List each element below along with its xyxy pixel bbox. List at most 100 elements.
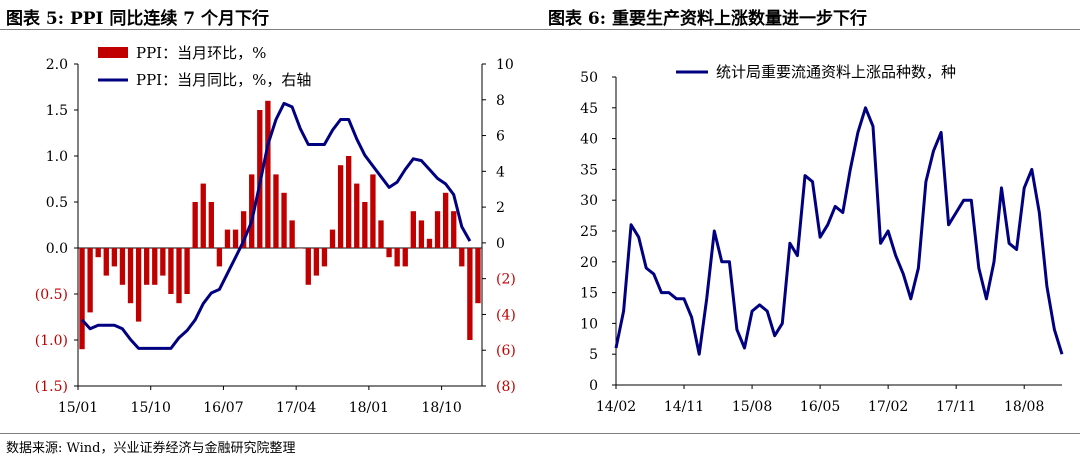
ppi-mom-bar [394,248,400,267]
ppi-mom-bar [289,220,295,248]
ppi-mom-bar [410,211,416,248]
x-tick-label: 14/11 [664,399,704,415]
ppi-mom-bar [386,248,392,258]
ppi-mom-bar [152,248,158,285]
y-tick-label: 25 [580,224,598,240]
ppi-mom-bar [305,248,311,285]
ppi-mom-bar [442,192,449,248]
y-right-tick-label: (8) [496,379,516,395]
y-left-tick-label: 0.0 [46,241,68,257]
ppi-mom-bar [354,183,360,248]
ppi-mom-bar [249,174,255,248]
y-tick-label: 35 [580,162,598,178]
y-left-tick-label: 1.0 [46,149,68,165]
y-left-tick-label: 2.0 [46,57,68,73]
source-divider [0,433,1080,434]
y-tick-label: 20 [580,255,598,271]
legend-line-label: 统计局重要流通资料上涨品种数，种 [716,63,956,81]
ppi-mom-bar [467,248,473,340]
ppi-mom-bar [103,248,109,276]
ppi-mom-bar [144,248,150,285]
ppi-mom-bar [475,248,481,304]
ppi-mom-bar [87,248,93,313]
ppi-mom-bar [160,248,166,276]
y-left-tick-label: (1.5) [35,379,68,395]
y-tick-label: 40 [580,132,598,148]
x-tick-label: 17/11 [936,399,976,415]
ppi-mom-bar [79,248,85,350]
x-tick-label: 17/02 [868,399,908,415]
ppi-mom-bar [184,248,190,294]
y-right-tick-label: 10 [496,57,514,73]
ppi-mom-bar [127,248,134,304]
y-right-tick-label: (2) [496,272,516,288]
y-tick-label: 50 [580,70,598,86]
ppi-mom-bar [216,248,223,267]
ppi-mom-bar [135,248,142,322]
ppi-mom-bar [346,156,352,248]
y-tick-label: 45 [580,101,598,117]
ppi-mom-bar [111,248,118,267]
y-left-tick-label: 0.5 [46,195,68,211]
x-tick-label: 18/08 [1004,399,1044,415]
y-right-tick-label: 6 [496,129,505,145]
y-tick-label: 5 [589,347,598,363]
legend-bar-swatch [98,47,128,58]
x-tick-label: 14/02 [596,399,636,415]
ppi-mom-bar [281,192,287,248]
ppi-mom-bar [273,174,279,248]
ppi-mom-bar [176,248,182,304]
y-left-tick-label: (0.5) [35,287,68,303]
x-tick-label: 18/10 [421,400,461,416]
x-tick-label: 17/04 [276,400,316,416]
price-rise-count-chart: 0 5 10 15 20 25 30 35 40 45 50 14/02 14/11 15/08 16/05… [580,63,1064,415]
ppi-mom-bar [418,220,425,248]
y-left-tick-label: (1.0) [35,333,68,349]
ppi-mom-bar [434,211,441,248]
ppi-mom-bar [265,100,271,248]
y-left-tick-label: 1.5 [46,103,68,119]
y-right-tick-label: 4 [496,164,505,180]
title-divider [0,29,1080,30]
ppi-mom-bar [208,202,214,248]
ppi-yoy-line [80,101,472,350]
ppi-mom-bar [313,248,320,276]
ppi-mom-bar [95,248,101,258]
ppi-mom-bar [337,165,344,248]
x-tick-label: 16/07 [203,400,243,416]
ppi-mom-bar [192,202,198,248]
y-right-tick-label: 8 [496,93,505,109]
x-tick-label: 15/08 [732,399,772,415]
ppi-mom-bar [451,211,457,248]
x-tick-label: 18/01 [349,400,389,416]
y-tick-label: 10 [580,316,598,332]
ppi-mom-bar [329,229,336,248]
source-note: 数据来源: Wind，兴业证券经济与金融研究院整理 [6,441,296,456]
ppi-mom-bar [362,202,368,248]
ppi-mom-bar [426,238,433,248]
y-tick-label: 0 [589,378,598,394]
ppi-mom-bar [240,211,247,248]
legend-line-label: PPI：当月同比，%，右轴 [136,71,311,89]
y-tick-label: 30 [580,193,598,209]
y-tick-label: 15 [580,286,598,302]
x-tick-label: 16/05 [800,399,840,415]
chart-title-left: 图表 5: PPI 同比连续 7 个月下行 [6,9,270,29]
ppi-mom-bar [224,229,231,248]
ppi-mom-bar [119,248,126,285]
y-right-tick-label: (6) [496,343,516,359]
legend-bar-label: PPI：当月环比，% [136,44,266,62]
ppi-mom-bar [200,183,206,248]
ppi-mom-bar [402,248,408,267]
ppi-mom-bar [459,248,465,267]
chart-title-right: 图表 6: 重要生产资料上涨数量进一步下行 [548,9,867,29]
ppi-mom-bar [370,174,376,248]
ppi-mom-bar [297,248,303,249]
x-tick-label: 15/10 [131,400,171,416]
y-right-tick-label: (4) [496,307,516,323]
ppi-chart: 2.0 1.5 1.0 0.5 0.0 (0.5) (1.0) (1.5) 10 8 6 4 2 0 (2)… [35,44,516,416]
y-right-tick-label: 2 [496,200,505,216]
x-tick-label: 15/01 [58,400,98,416]
ppi-mom-bar [378,220,384,248]
ppi-mom-bar [232,229,239,248]
